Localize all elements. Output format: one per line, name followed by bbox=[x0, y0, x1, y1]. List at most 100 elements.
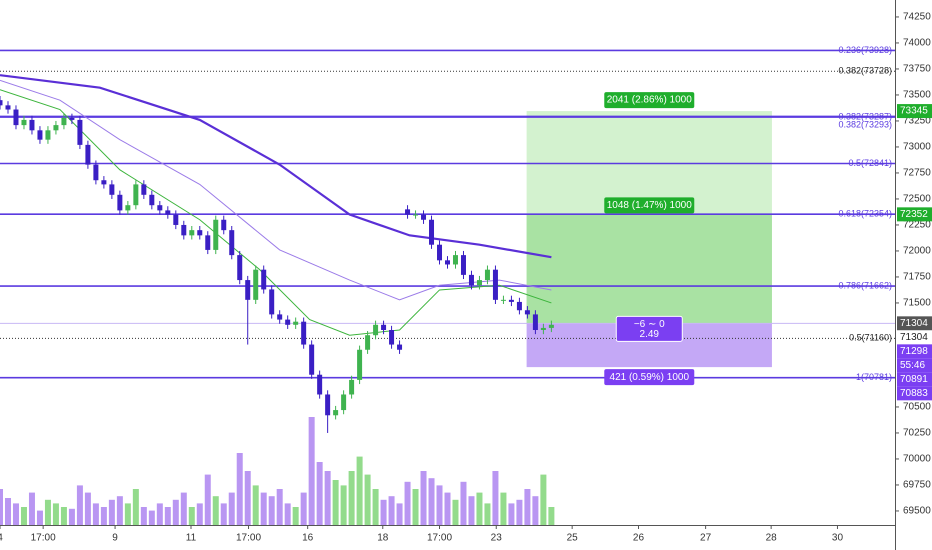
target-label-box bbox=[604, 92, 695, 109]
candle-body bbox=[484, 269, 490, 281]
candle-body bbox=[277, 314, 283, 320]
candle-body bbox=[157, 205, 163, 211]
fib-label: 0.5(71160) bbox=[849, 333, 892, 343]
fib-label: 0.786(71662) bbox=[838, 280, 892, 290]
price-tag bbox=[897, 104, 932, 119]
x-tick-label: 26 bbox=[633, 533, 645, 544]
volume-bar bbox=[140, 507, 147, 525]
volume-bar bbox=[220, 503, 227, 525]
x-tick-label: 11 bbox=[186, 533, 197, 544]
volume-bar bbox=[100, 507, 107, 525]
candle-body bbox=[445, 260, 450, 265]
candle-body bbox=[85, 144, 91, 165]
x-tick-label: 23 bbox=[491, 533, 503, 544]
volume-bar bbox=[164, 507, 171, 525]
volume-bar bbox=[132, 489, 139, 525]
profit-zone-mid bbox=[526, 214, 772, 324]
candle-body bbox=[181, 224, 187, 236]
price-tag-label: 72352 bbox=[900, 209, 928, 220]
candle-body bbox=[101, 180, 107, 185]
candle-body bbox=[53, 125, 59, 131]
price-tag bbox=[897, 330, 932, 345]
candle-body bbox=[309, 344, 315, 375]
volume-bar bbox=[0, 489, 3, 525]
y-tick-label: 69500 bbox=[903, 506, 931, 517]
volume-bar bbox=[260, 492, 267, 525]
candle-body bbox=[293, 321, 299, 325]
volume-bar bbox=[436, 485, 443, 525]
price-tag bbox=[897, 372, 932, 387]
volume-bar bbox=[364, 474, 371, 525]
price-tag-label: 70883 bbox=[900, 388, 928, 399]
candle-body bbox=[429, 219, 435, 245]
candle-body bbox=[357, 349, 363, 380]
candle-body bbox=[397, 344, 403, 350]
volume-bar bbox=[44, 499, 51, 525]
candle-body bbox=[524, 310, 530, 315]
volume-bar bbox=[388, 496, 395, 525]
volume-bar bbox=[172, 499, 179, 525]
moving-average bbox=[0, 89, 552, 336]
price-tag-label: 55:46 bbox=[900, 360, 925, 371]
candle-body bbox=[109, 184, 115, 195]
volume-bar bbox=[500, 492, 507, 525]
candle-body bbox=[421, 214, 427, 220]
volume-bar bbox=[396, 503, 403, 525]
volume-bar bbox=[324, 471, 331, 525]
price-tag bbox=[897, 358, 932, 373]
candle-body bbox=[540, 327, 546, 330]
volume-bar bbox=[468, 496, 475, 525]
price-tag-label: 71304 bbox=[900, 318, 928, 329]
candle-body bbox=[325, 394, 331, 416]
candle-body bbox=[213, 219, 219, 250]
candle-body bbox=[413, 214, 419, 216]
y-tick-label: 73750 bbox=[903, 64, 931, 75]
x-tick-label: 27 bbox=[700, 533, 712, 544]
volume-bar bbox=[124, 503, 131, 525]
volume-bar bbox=[452, 499, 459, 525]
volume-bar bbox=[244, 471, 251, 525]
stop-label-box bbox=[604, 369, 695, 386]
candle-body bbox=[149, 194, 155, 206]
price-tag-label: 73345 bbox=[900, 106, 928, 117]
candle-body bbox=[61, 117, 67, 126]
volume-bar bbox=[228, 492, 235, 525]
volume-bar bbox=[276, 489, 283, 525]
y-tick-label: 72500 bbox=[903, 194, 931, 205]
y-tick-label: 72750 bbox=[903, 168, 931, 179]
candle-body bbox=[165, 210, 171, 215]
candle-body bbox=[508, 299, 514, 302]
volume-bar bbox=[508, 503, 515, 525]
candle-body bbox=[5, 105, 11, 110]
volume-bar bbox=[68, 508, 75, 525]
volume-bar bbox=[252, 485, 259, 525]
x-tick-label: 4 bbox=[0, 533, 3, 544]
target-label: 2041 (2.86%) 1000 bbox=[604, 92, 695, 109]
volume-bar bbox=[188, 507, 195, 525]
volume-bar bbox=[444, 492, 451, 525]
candle-body bbox=[301, 321, 307, 345]
candle-body bbox=[341, 394, 347, 411]
candle-body bbox=[45, 130, 51, 140]
candle-body bbox=[189, 230, 195, 236]
candle-body bbox=[285, 319, 291, 325]
candle-body bbox=[500, 299, 506, 301]
volume-bar bbox=[540, 474, 547, 525]
volume-bar bbox=[340, 485, 347, 525]
candle-body bbox=[389, 329, 395, 345]
price-tag bbox=[897, 316, 932, 331]
volume-bar bbox=[4, 498, 11, 525]
price-tag-label: 70891 bbox=[900, 374, 928, 385]
volume-bar bbox=[412, 489, 419, 525]
volume-bar bbox=[300, 492, 307, 525]
candle-body bbox=[37, 130, 43, 140]
y-tick-label: 71500 bbox=[903, 298, 931, 309]
x-tick-label: 17:00 bbox=[31, 533, 56, 544]
volume-bar bbox=[516, 499, 523, 525]
candle-body bbox=[452, 255, 458, 265]
volume-bar bbox=[12, 503, 19, 525]
y-tick-label: 72250 bbox=[903, 220, 931, 231]
candle-body bbox=[269, 289, 275, 315]
candle-body bbox=[229, 230, 235, 256]
